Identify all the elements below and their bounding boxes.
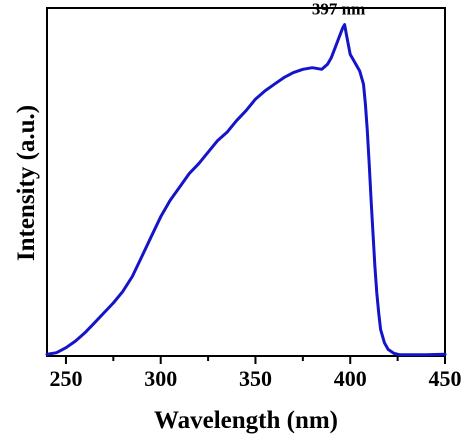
x-tick-label: 350 — [239, 366, 272, 391]
plot-frame — [46, 7, 446, 357]
peak-annotation: 397 nm — [312, 0, 365, 19]
x-tick-label: 300 — [144, 366, 177, 391]
x-tick-label: 250 — [49, 366, 82, 391]
x-axis-ticks: 250 300 350 400 450 — [49, 356, 462, 391]
series-line — [45, 23, 447, 357]
x-axis-title: Wavelength (nm) — [154, 407, 338, 434]
x-tick-label: 450 — [429, 366, 462, 391]
y-axis-title: Intensity (a.u.) — [13, 105, 40, 261]
x-tick-label: 400 — [334, 366, 367, 391]
